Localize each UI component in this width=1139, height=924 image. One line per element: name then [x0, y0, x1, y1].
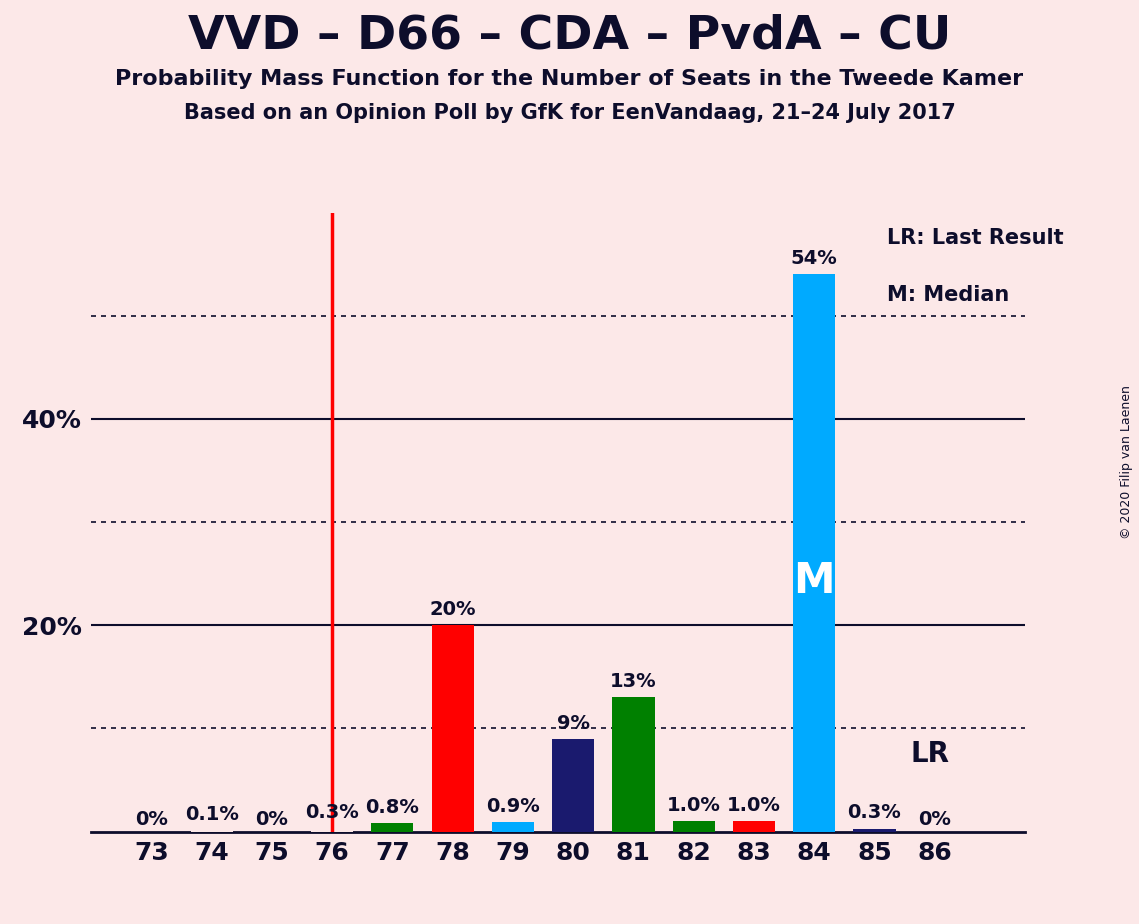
Text: 1.0%: 1.0%	[666, 796, 721, 815]
Text: 0.1%: 0.1%	[185, 806, 238, 824]
Text: 0%: 0%	[255, 809, 288, 829]
Text: 0.3%: 0.3%	[847, 803, 901, 822]
Bar	[432, 626, 474, 832]
Bar	[311, 829, 353, 832]
Text: LR: Last Result: LR: Last Result	[886, 228, 1063, 248]
Text: 13%: 13%	[611, 673, 657, 691]
Text: 0%: 0%	[134, 809, 167, 829]
Text: Based on an Opinion Poll by GfK for EenVandaag, 21–24 July 2017: Based on an Opinion Poll by GfK for EenV…	[183, 103, 956, 124]
Text: 9%: 9%	[557, 713, 590, 733]
Bar	[673, 821, 715, 832]
Text: 0.3%: 0.3%	[305, 803, 359, 822]
Bar	[613, 698, 655, 832]
Text: 54%: 54%	[790, 249, 837, 268]
Text: © 2020 Filip van Laenen: © 2020 Filip van Laenen	[1121, 385, 1133, 539]
Text: LR: LR	[910, 740, 950, 768]
Text: M: Median: M: Median	[886, 285, 1009, 305]
Bar	[853, 829, 895, 832]
Text: 0%: 0%	[918, 809, 951, 829]
Text: 0.8%: 0.8%	[366, 798, 419, 817]
Text: 20%: 20%	[429, 600, 476, 619]
Text: 0.9%: 0.9%	[486, 797, 540, 816]
Text: M: M	[794, 560, 835, 602]
Text: Probability Mass Function for the Number of Seats in the Tweede Kamer: Probability Mass Function for the Number…	[115, 69, 1024, 90]
Text: 1.0%: 1.0%	[727, 796, 781, 815]
Bar	[492, 822, 534, 832]
Text: VVD – D66 – CDA – PvdA – CU: VVD – D66 – CDA – PvdA – CU	[188, 14, 951, 59]
Bar	[371, 823, 413, 832]
Bar	[552, 739, 595, 832]
Bar	[793, 274, 835, 832]
Bar	[190, 831, 232, 832]
Bar	[732, 821, 775, 832]
